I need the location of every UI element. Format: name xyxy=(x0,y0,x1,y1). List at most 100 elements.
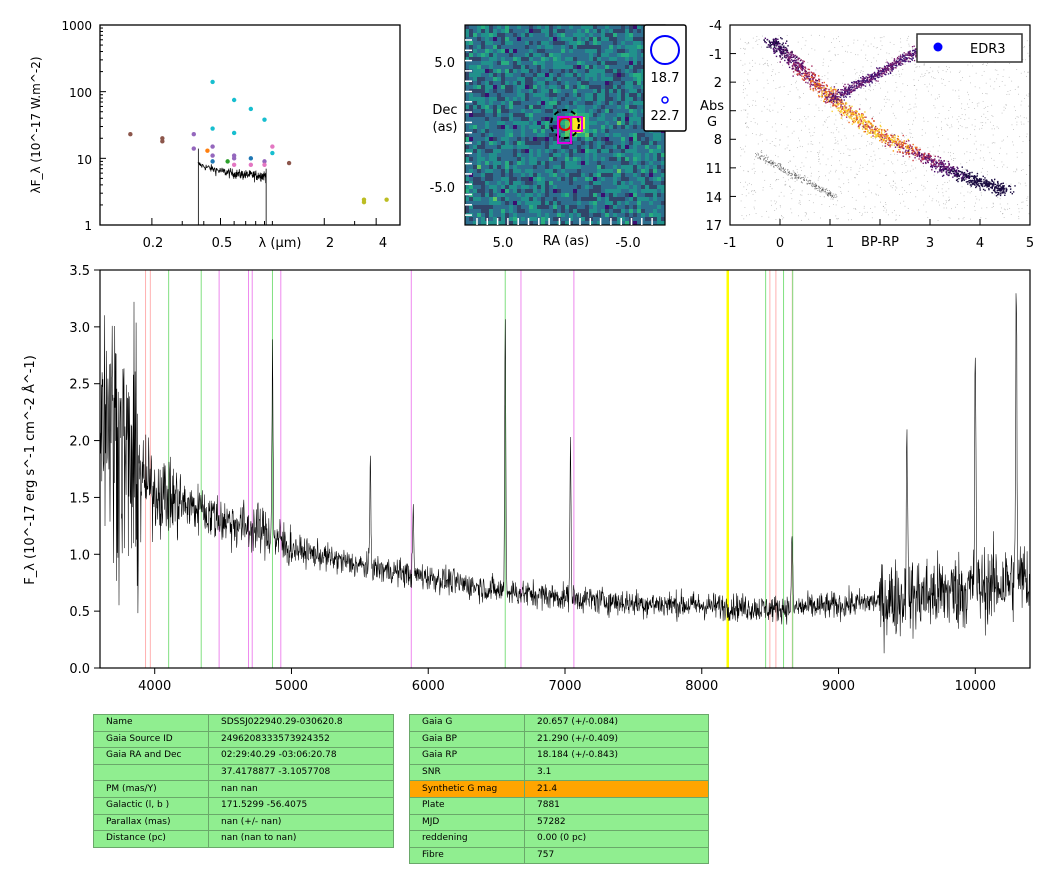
sed-xtick: 2 xyxy=(326,236,334,251)
legend-mag-small: 22.7 xyxy=(651,109,680,124)
info-label: Gaia RP xyxy=(409,747,525,765)
info-label: Distance (pc) xyxy=(93,830,209,848)
sed-ytick: 1000 xyxy=(61,19,92,33)
cmd-xtick: 0 xyxy=(776,236,784,251)
info-value: 2496208333573924352 xyxy=(208,730,394,749)
image-ytick: 5.0 xyxy=(434,56,455,71)
sed-spectrum-line xyxy=(197,162,267,184)
info-label: reddening xyxy=(409,830,525,848)
cmd-xtick: 3 xyxy=(926,236,934,251)
legend-circle-large xyxy=(650,35,680,65)
image-ylabel: Dec xyxy=(432,103,457,118)
spectrum-xtick: 4000 xyxy=(138,679,171,694)
info-label: Name xyxy=(93,714,209,732)
info-row: Gaia Source ID 2496208333573924352 xyxy=(93,730,394,749)
cmd-ytick: 2 xyxy=(714,76,722,91)
sed-photometry-point xyxy=(210,126,215,131)
sed-plot: λF_λ (10^-17 W.m^-2) λ (µm) 1000 100 10 … xyxy=(29,19,401,251)
cmd-ytick: 11 xyxy=(705,162,722,177)
image-ylabel: (as) xyxy=(433,120,458,135)
sed-photometry-point xyxy=(286,160,292,166)
info-row: Plate 7881 xyxy=(409,796,709,815)
spectrum-ytick: 0.5 xyxy=(69,605,90,620)
cmd-xtick: 5 xyxy=(1026,236,1034,251)
sed-photometry-point xyxy=(231,156,237,161)
info-row: Fibre 757 xyxy=(409,846,709,865)
info-row: Gaia RP 18.184 (+/-0.843) xyxy=(409,747,709,765)
info-value: 3.1 xyxy=(524,763,709,782)
info-value: nan (+/- nan) xyxy=(208,813,394,832)
image-ytick: -5.0 xyxy=(430,181,455,196)
spectrum-xtick: 6000 xyxy=(412,679,445,694)
info-table-right: Gaia G 20.657 (+/-0.084) Gaia BP 21.290 (+/… xyxy=(409,714,709,865)
info-label: Galactic (l, b ) xyxy=(93,796,209,815)
sed-photometry-point xyxy=(231,97,237,103)
spectrum-xtick: 10000 xyxy=(955,679,996,694)
spectrum-ytick: 0.0 xyxy=(69,662,90,677)
sed-frame xyxy=(99,24,401,226)
sed-xtick: 4 xyxy=(379,236,387,251)
info-value: 21.4 xyxy=(524,780,709,798)
sed-photometry-point xyxy=(270,144,275,149)
target-marker-outer xyxy=(550,109,580,139)
spectrum-ytick: 2.0 xyxy=(69,435,90,450)
info-label: Gaia BP xyxy=(409,730,525,749)
info-value: 18.184 (+/-0.843) xyxy=(524,747,709,765)
sed-photometry-point xyxy=(248,156,254,161)
spectrum-ytick: 2.5 xyxy=(69,378,90,393)
cmd-xtick: 4 xyxy=(976,236,984,251)
info-value: 7881 xyxy=(524,796,709,815)
sed-photometry-point xyxy=(210,79,215,85)
spectrum-line xyxy=(99,293,1031,654)
sed-photometry-point xyxy=(160,139,165,144)
sed-photometry-point xyxy=(262,162,267,167)
info-row: Parallax (mas) nan (+/- nan) xyxy=(93,813,394,832)
info-value: nan (nan to nan) xyxy=(208,830,394,848)
sed-ytick: 100 xyxy=(69,86,92,100)
info-row: Gaia BP 21.290 (+/-0.409) xyxy=(409,730,709,749)
image-panel: Dec (as) 5.0 -5.0 5.0 -5.0 RA (as) 18.7 … xyxy=(430,24,687,251)
info-label: MJD xyxy=(409,813,525,832)
info-label: SNR xyxy=(409,763,525,782)
info-label: Gaia RA and Dec xyxy=(93,747,209,765)
cmd-ytick: 17 xyxy=(705,219,722,234)
spectrum-ytick: 3.5 xyxy=(69,264,90,279)
info-value: 57282 xyxy=(524,813,709,832)
info-value: 02:29:40.29 -03:06:20.78 xyxy=(208,747,394,765)
sed-photometry-point xyxy=(210,159,215,164)
cmd-ytick: 14 xyxy=(705,191,722,206)
spectrum-xtick: 5000 xyxy=(275,679,308,694)
sed-photometry-point xyxy=(210,144,215,149)
info-label: Parallax (mas) xyxy=(93,813,209,832)
legend-circle-small xyxy=(661,96,669,104)
spectrum-xtick: 8000 xyxy=(685,679,718,694)
info-label: Gaia Source ID xyxy=(93,730,209,749)
info-row: 37.4178877 -3.1057708 xyxy=(93,763,394,782)
info-row: Name SDSSJ022940.29-030620.8 xyxy=(93,714,394,732)
cmd-ytick: -4 xyxy=(709,19,722,34)
cmd-ytick: -1 xyxy=(709,48,722,63)
sed-photometry-point xyxy=(231,162,237,167)
info-label xyxy=(93,763,209,782)
info-label: Fibre xyxy=(409,846,525,865)
sed-photometry-point xyxy=(191,132,196,137)
info-value: 21.290 (+/-0.409) xyxy=(524,730,709,749)
sed-photometry-point xyxy=(128,132,133,137)
spectrum-xtick: 9000 xyxy=(822,679,855,694)
info-value: 171.5299 -56.4075 xyxy=(208,796,394,815)
info-value: 0.00 (0 pc) xyxy=(524,830,709,848)
cmd-xlabel: BP-RP xyxy=(861,235,899,250)
legend-mag-large: 18.7 xyxy=(651,71,680,86)
cmd-ytick: 8 xyxy=(714,133,722,148)
info-row: Distance (pc) nan (nan to nan) xyxy=(93,830,394,848)
sed-photometry-point xyxy=(262,159,267,164)
spectrum-ytick: 1.5 xyxy=(69,491,90,506)
image-xlabel: RA (as) xyxy=(543,234,589,249)
sed-photometry-point xyxy=(361,199,367,205)
info-label: Plate xyxy=(409,796,525,815)
cmd-xtick: -1 xyxy=(724,236,737,251)
sed-photometry-point xyxy=(384,197,389,202)
sed-photometry-point xyxy=(191,146,196,151)
info-table-left: Name SDSSJ022940.29-030620.8 Gaia Source I… xyxy=(93,714,394,848)
info-row: PM (mas/Y) nan nan xyxy=(93,780,394,798)
